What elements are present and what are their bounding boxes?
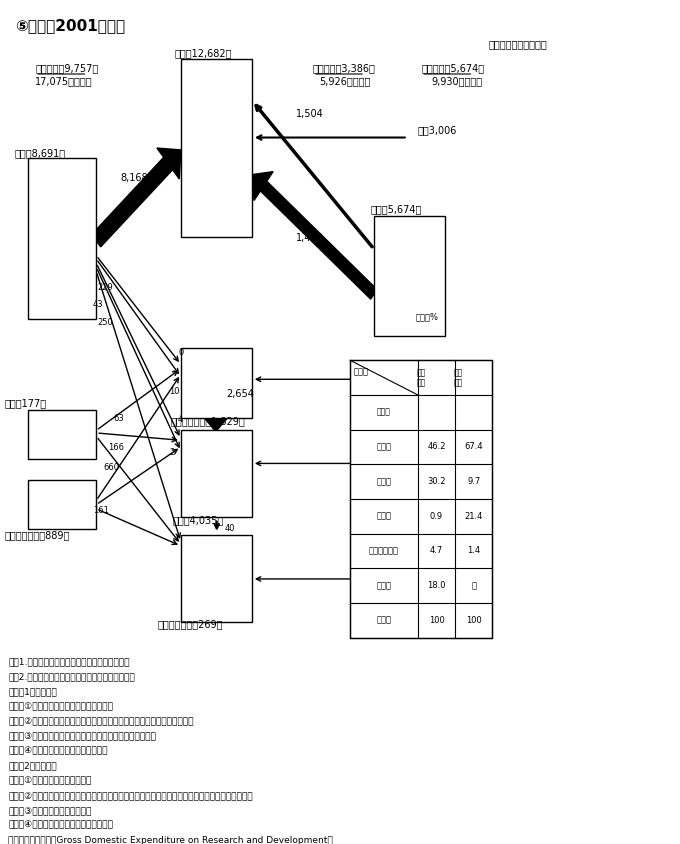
Bar — [181, 430, 252, 517]
Text: ④民営研究機関：負担者側に同じ。: ④民営研究機関：負担者側に同じ。 — [8, 820, 113, 830]
Text: 民営研究機関: 民営研究機関 — [369, 546, 399, 555]
Text: （産業12,682）: （産業12,682） — [174, 48, 232, 58]
Text: 32,926（億円）: 32,926（億円） — [184, 76, 241, 86]
Text: 単位：%: 単位：% — [415, 312, 438, 321]
Text: 21.4: 21.4 — [464, 511, 483, 521]
Text: （大学4,035）: （大学4,035） — [172, 515, 223, 525]
Text: 1,504: 1,504 — [296, 109, 324, 119]
Text: ④民営研究機関：慈善団体、学会: ④民営研究機関：慈善団体、学会 — [8, 746, 107, 755]
Text: 外国23: 外国23 — [393, 567, 417, 576]
Text: 9,930（億円）: 9,930（億円） — [431, 76, 483, 86]
Text: 資料：国家統計局「Gross Domestic Expenditure on Research and Development」: 資料：国家統計局「Gross Domestic Expenditure on R… — [8, 836, 333, 844]
Text: 4: 4 — [177, 415, 183, 425]
Text: 負担
割合: 負担 割合 — [417, 368, 426, 387]
Text: －: － — [471, 581, 476, 590]
Bar — [29, 410, 96, 459]
Text: （政府研究機関1,829）: （政府研究機関1,829） — [171, 416, 245, 426]
Text: 1.4: 1.4 — [467, 546, 480, 555]
Text: 161: 161 — [92, 506, 109, 515]
Text: （1）負担者側: （1）負担者側 — [8, 687, 57, 696]
Text: 17,075（億円）: 17,075（億円） — [35, 76, 93, 86]
Bar — [181, 348, 252, 418]
FancyArrow shape — [204, 415, 229, 430]
Text: 5,926（億円）: 5,926（億円） — [320, 76, 371, 86]
Text: 2,654: 2,654 — [226, 389, 254, 399]
Text: 660: 660 — [103, 463, 119, 472]
Text: 外国3,006: 外国3,006 — [418, 126, 457, 135]
Text: 政　府: 政 府 — [377, 477, 392, 486]
Text: 63: 63 — [113, 414, 124, 423]
Text: 使用
割合: 使用 割合 — [454, 368, 463, 387]
Bar — [374, 216, 445, 336]
Text: （民営研究機関889）: （民営研究機関889） — [5, 530, 70, 539]
FancyArrow shape — [201, 414, 228, 430]
Bar — [181, 535, 252, 622]
FancyArrow shape — [92, 148, 181, 246]
Text: 67.4: 67.4 — [464, 442, 483, 452]
Text: 43: 43 — [92, 300, 103, 309]
Text: （産業8,691）: （産業8,691） — [15, 149, 66, 159]
Text: 30.2: 30.2 — [427, 477, 446, 486]
Text: 46.2: 46.2 — [427, 442, 446, 452]
Text: 40: 40 — [225, 524, 235, 533]
Text: 9.7: 9.7 — [467, 477, 480, 486]
Text: ③大学：負担者側に同じ。: ③大学：負担者側に同じ。 — [8, 806, 92, 814]
Text: 18.0: 18.0 — [427, 581, 446, 590]
Text: 2: 2 — [169, 448, 175, 457]
Text: 外　国: 外 国 — [377, 581, 392, 590]
Bar — [29, 480, 96, 529]
Text: （政府負担5,674）: （政府負担5,674） — [422, 62, 484, 73]
Text: 0.9: 0.9 — [430, 511, 443, 521]
Text: 組　織: 組 織 — [377, 408, 391, 417]
Text: 100: 100 — [428, 615, 444, 625]
Text: 注）1.自然科学と人文・社会科学の合計である。: 注）1.自然科学と人文・社会科学の合計である。 — [8, 657, 130, 666]
Text: 外国304: 外国304 — [393, 452, 423, 462]
FancyArrow shape — [252, 171, 377, 299]
Text: 0: 0 — [179, 348, 184, 356]
Text: 2.各組織の範囲については次のとおりである。: 2.各組織の範囲については次のとおりである。 — [8, 672, 135, 681]
Text: 100: 100 — [466, 615, 481, 625]
Text: ⑤英国（2001年度）: ⑤英国（2001年度） — [15, 19, 125, 33]
Text: 4.7: 4.7 — [430, 546, 443, 555]
Text: ②政府：中央及び地方政府（研究会議、高等教育資金委員会を含む）: ②政府：中央及び地方政府（研究会議、高等教育資金委員会を含む） — [8, 717, 194, 726]
Text: （民間負担9,757）: （民間負担9,757） — [35, 62, 99, 73]
Text: ②政府研究機関：中央及び地方政府（政府研究機関、研究会議、省庁以外の公的機関を含む）: ②政府研究機関：中央及び地方政府（政府研究機関、研究会議、省庁以外の公的機関を含… — [8, 791, 253, 800]
Text: （総使用類18,815）: （総使用類18,815） — [184, 62, 254, 73]
Text: 8,168: 8,168 — [120, 173, 148, 183]
Text: 外国52: 外国52 — [393, 367, 417, 377]
Text: （外国負担3,386）: （外国負担3,386） — [313, 62, 376, 73]
Bar — [181, 59, 252, 236]
Text: 区　分: 区 分 — [354, 367, 369, 376]
Text: ①産業：負担者側に同じ。: ①産業：負担者側に同じ。 — [8, 776, 92, 785]
Text: ①産業：産業（公営企業体を含む）: ①産業：産業（公営企業体を含む） — [8, 702, 113, 711]
Text: 229: 229 — [97, 284, 114, 292]
Bar — [29, 158, 96, 319]
Text: 大　学: 大 学 — [377, 511, 392, 521]
Text: （2）使用者側: （2）使用者側 — [8, 761, 57, 771]
Text: 合　計: 合 計 — [377, 615, 392, 625]
Text: （民営研究機関269）: （民営研究機関269） — [157, 619, 222, 629]
Text: （単位：百万ポンド）: （単位：百万ポンド） — [489, 39, 547, 49]
Text: 166: 166 — [108, 443, 124, 452]
Text: （大学177）: （大学177） — [5, 398, 47, 408]
Text: 産　業: 産 業 — [377, 442, 392, 452]
Text: 10: 10 — [169, 387, 180, 396]
Text: 1,474: 1,474 — [296, 233, 324, 243]
Text: 250: 250 — [97, 318, 114, 327]
Bar — [350, 360, 492, 637]
Text: （政府5,674）: （政府5,674） — [371, 203, 422, 214]
Text: ③大学：私立大学（イギリスには私立大学しかない）: ③大学：私立大学（イギリスには私立大学しかない） — [8, 732, 156, 740]
